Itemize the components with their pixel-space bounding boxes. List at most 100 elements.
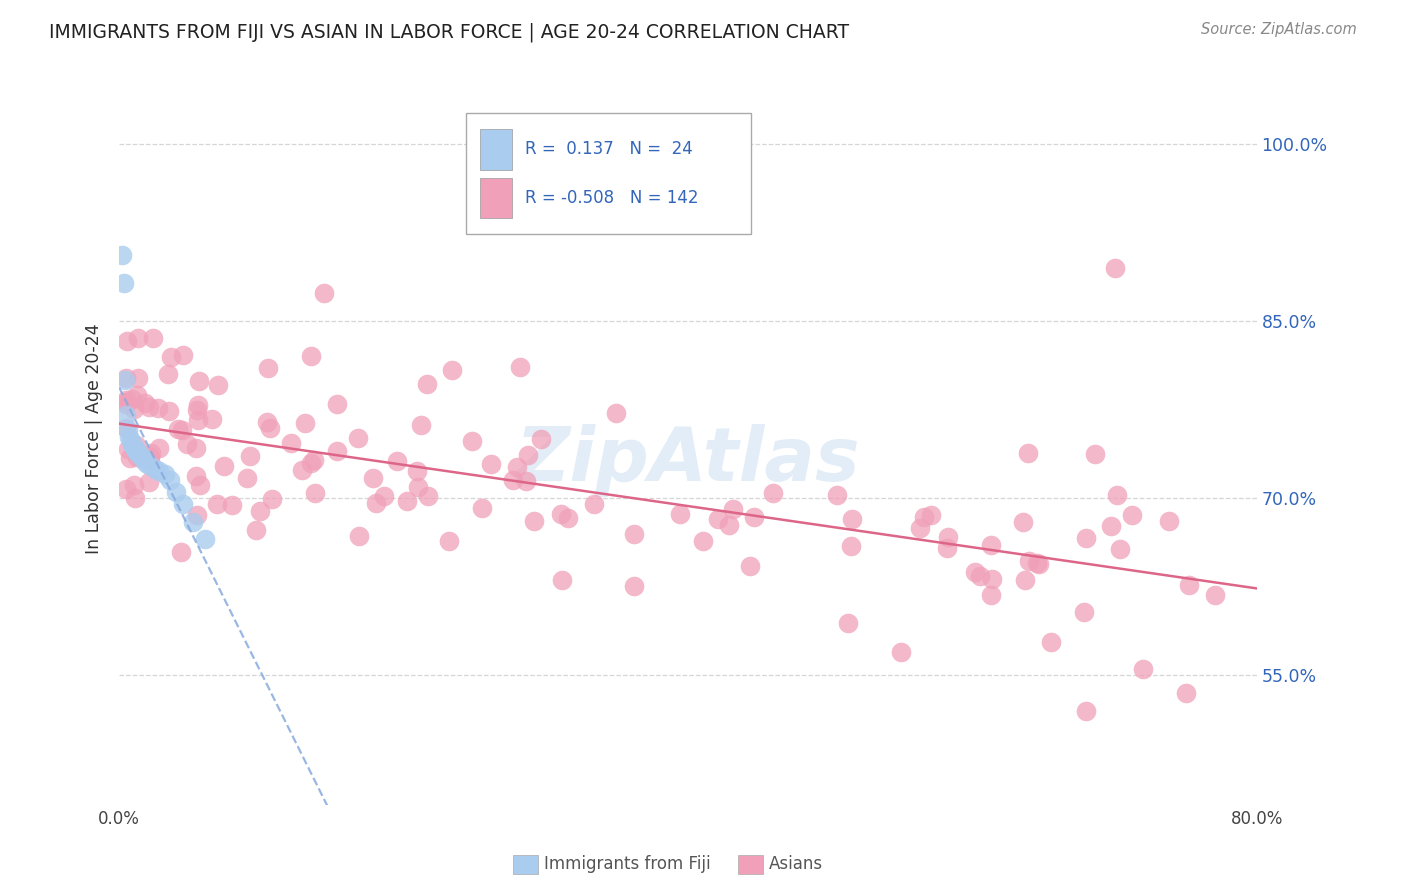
Point (707, 512, 730, 526)
Point (120, 450, 142, 465)
Point (920, 508, 942, 523)
Point (120, 434, 142, 449)
Point (437, 534, 460, 549)
Point (740, 558, 762, 573)
Point (194, 533, 217, 547)
Point (294, 416, 316, 430)
Point (963, 565, 986, 579)
FancyBboxPatch shape (467, 113, 751, 234)
Point (125, 443, 148, 458)
Point (471, 500, 494, 515)
Point (1174, 686, 1197, 700)
Point (1178, 578, 1201, 592)
Point (165, 485, 187, 500)
Point (406, 464, 429, 478)
Point (127, 446, 149, 460)
Point (605, 406, 627, 420)
Text: ZipAtlas: ZipAtlas (516, 425, 860, 498)
Point (122, 402, 145, 417)
Point (1039, 635, 1062, 649)
Point (1105, 488, 1128, 502)
Point (969, 569, 991, 583)
Point (299, 456, 322, 470)
Point (280, 435, 302, 450)
Point (139, 453, 162, 467)
Point (245, 523, 267, 537)
Point (124, 442, 146, 456)
Point (721, 502, 744, 516)
Point (406, 480, 429, 494)
Point (515, 475, 537, 489)
Point (115, 397, 138, 411)
Point (1076, 531, 1098, 545)
Point (115, 371, 138, 385)
Point (361, 471, 384, 485)
Point (1014, 573, 1036, 587)
Point (364, 496, 387, 510)
Point (509, 360, 531, 375)
Point (187, 397, 209, 411)
Point (839, 539, 862, 553)
Point (505, 459, 527, 474)
Point (132, 452, 155, 467)
Point (502, 473, 524, 487)
Point (717, 517, 740, 532)
Point (142, 331, 165, 345)
Point (166, 422, 188, 436)
Point (111, 248, 134, 262)
Point (186, 402, 208, 417)
Point (516, 448, 538, 462)
Point (304, 453, 326, 467)
Point (205, 497, 228, 511)
Point (159, 474, 181, 488)
Point (1025, 557, 1047, 571)
Point (127, 370, 149, 384)
Point (214, 458, 236, 473)
Point (260, 492, 283, 507)
Point (347, 528, 370, 542)
Point (1157, 514, 1180, 528)
Point (125, 438, 148, 452)
Point (304, 485, 326, 500)
Point (134, 395, 156, 409)
Point (157, 404, 180, 418)
Point (235, 471, 257, 485)
Point (936, 530, 959, 544)
Point (385, 454, 408, 468)
Point (115, 482, 138, 496)
Point (125, 450, 148, 464)
Point (138, 400, 160, 414)
Point (115, 395, 138, 409)
Point (841, 512, 863, 526)
Point (669, 508, 692, 522)
Point (373, 489, 395, 503)
Point (181, 515, 204, 529)
Point (1012, 515, 1035, 529)
Point (980, 537, 1002, 551)
Point (122, 439, 145, 453)
Point (170, 545, 193, 559)
Point (395, 494, 418, 508)
Point (1109, 541, 1132, 556)
Point (326, 397, 349, 411)
Point (742, 510, 765, 524)
Text: IMMIGRANTS FROM FIJI VS ASIAN IN LABOR FORCE | AGE 20-24 CORRELATION CHART: IMMIGRANTS FROM FIJI VS ASIAN IN LABOR F… (49, 22, 849, 42)
Point (186, 508, 208, 523)
Point (1104, 260, 1126, 275)
Point (936, 541, 959, 555)
Point (409, 418, 432, 433)
Point (291, 463, 314, 477)
Point (312, 286, 335, 301)
Point (1132, 662, 1154, 676)
Point (187, 413, 209, 427)
Point (184, 468, 207, 483)
Point (139, 450, 162, 465)
Point (153, 467, 176, 482)
Point (138, 475, 160, 489)
Text: Asians: Asians (769, 855, 823, 873)
Point (135, 456, 157, 470)
Point (256, 415, 278, 429)
Point (416, 377, 439, 392)
Point (837, 615, 859, 630)
Point (1018, 554, 1040, 568)
